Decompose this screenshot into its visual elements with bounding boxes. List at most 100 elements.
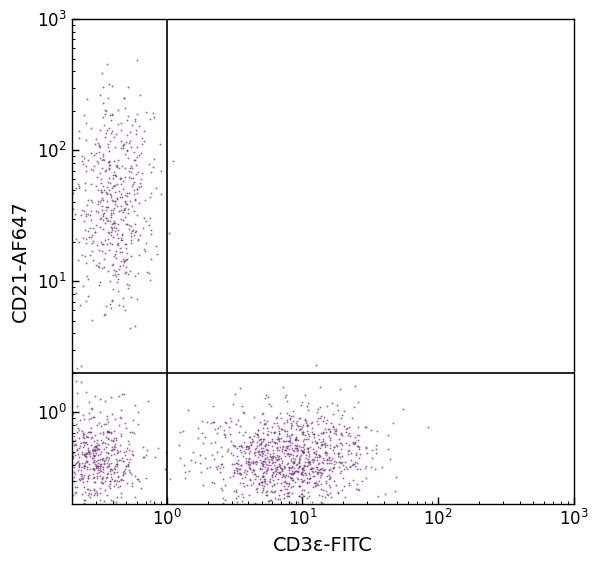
Point [304, 470, 314, 479]
Point [263, 393, 273, 402]
Point [332, 401, 342, 410]
Point [307, 463, 316, 472]
Point [109, 427, 118, 436]
Point [289, 464, 299, 473]
Point [324, 453, 334, 462]
Point [315, 473, 325, 482]
Point [341, 463, 351, 472]
Point [339, 481, 349, 490]
Point [312, 438, 322, 447]
Point [107, 445, 117, 454]
Point [279, 461, 289, 470]
Point [248, 479, 258, 488]
Point [279, 494, 289, 503]
Point [113, 472, 123, 481]
Point [84, 488, 94, 497]
Point [89, 458, 99, 467]
Point [231, 488, 241, 497]
Point [299, 491, 309, 500]
Point [239, 447, 249, 456]
Point [277, 465, 287, 474]
Point [105, 238, 115, 247]
Point [320, 448, 330, 457]
Point [109, 450, 118, 459]
Point [93, 461, 103, 470]
Point [86, 195, 96, 204]
Point [121, 268, 131, 277]
Point [209, 478, 219, 487]
Point [91, 260, 101, 269]
Point [85, 452, 94, 461]
Point [319, 439, 328, 448]
Point [263, 431, 272, 440]
Point [373, 427, 382, 436]
Point [247, 439, 256, 448]
Point [118, 475, 128, 484]
Point [121, 418, 130, 427]
Point [290, 459, 299, 468]
Point [98, 464, 108, 473]
Point [316, 498, 326, 507]
Point [110, 171, 120, 180]
Point [329, 449, 339, 458]
Point [107, 445, 116, 454]
Point [328, 446, 337, 455]
Point [366, 462, 376, 471]
Point [110, 461, 119, 470]
Point [93, 158, 103, 167]
Point [111, 271, 121, 280]
Point [298, 491, 308, 500]
Point [131, 226, 141, 235]
Point [371, 440, 380, 449]
Point [325, 436, 335, 445]
Point [260, 477, 269, 486]
Point [67, 419, 77, 428]
Point [127, 121, 136, 130]
Point [306, 418, 316, 427]
Point [98, 479, 108, 488]
Point [130, 195, 140, 204]
Point [79, 483, 89, 492]
Point [91, 461, 101, 470]
Point [106, 190, 116, 199]
Point [78, 430, 88, 439]
Point [253, 430, 262, 439]
Point [145, 497, 155, 506]
Point [279, 449, 289, 458]
Point [87, 231, 97, 240]
Point [83, 474, 93, 483]
Point [122, 188, 132, 198]
Point [309, 447, 319, 456]
Point [331, 441, 341, 450]
Point [344, 480, 354, 489]
Point [103, 435, 113, 444]
Point [277, 424, 287, 434]
Point [103, 239, 112, 248]
Point [92, 463, 102, 472]
Point [250, 469, 259, 478]
Point [260, 481, 269, 490]
Point [322, 477, 331, 486]
Point [238, 492, 248, 501]
Point [349, 439, 358, 448]
Point [71, 477, 80, 486]
Point [180, 468, 190, 477]
Point [282, 460, 292, 469]
Point [82, 457, 91, 466]
Point [298, 448, 308, 457]
Point [83, 471, 92, 481]
Point [95, 198, 105, 207]
Point [282, 409, 292, 418]
Point [96, 436, 106, 445]
Point [258, 471, 268, 481]
Point [103, 469, 113, 478]
Point [95, 142, 105, 151]
Point [293, 451, 302, 460]
Point [104, 459, 114, 468]
Point [259, 456, 269, 465]
Point [285, 435, 295, 444]
Point [124, 225, 134, 234]
Point [345, 461, 355, 470]
Point [124, 269, 133, 278]
Point [310, 478, 319, 487]
